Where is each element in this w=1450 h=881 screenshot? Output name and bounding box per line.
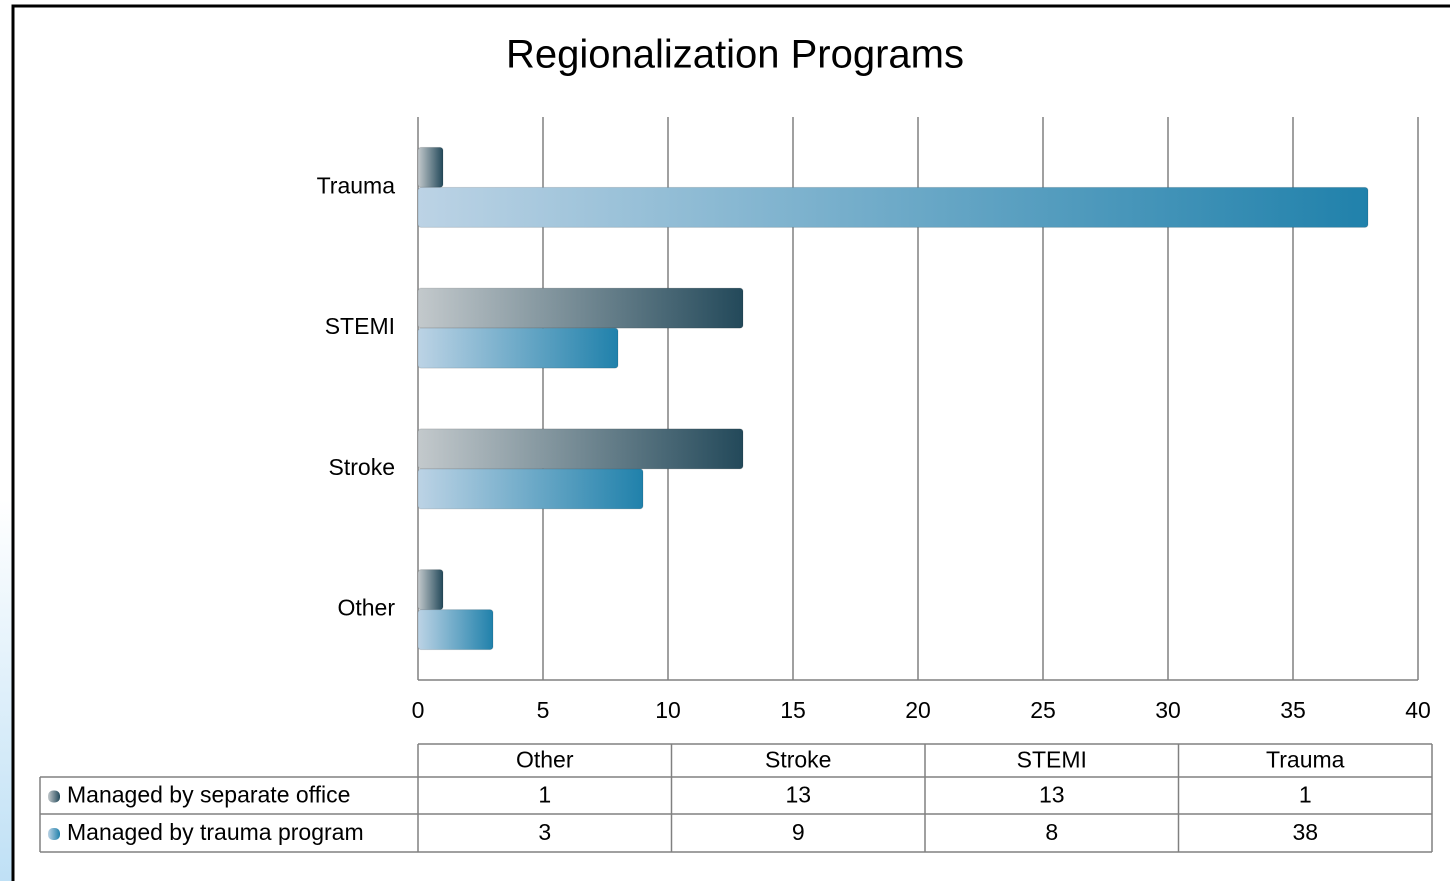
table-header: STEMI — [1017, 747, 1087, 773]
x-tick-label: 25 — [1030, 697, 1056, 723]
bar — [417, 428, 744, 470]
y-tick-label: Other — [337, 595, 395, 621]
legend-label: Managed by separate office — [67, 782, 350, 808]
bar — [417, 468, 644, 510]
x-tick-label: 0 — [412, 697, 425, 723]
table-cell: 3 — [538, 819, 551, 845]
x-tick-label: 5 — [537, 697, 550, 723]
table-cell: 13 — [1039, 782, 1065, 808]
x-tick-label: 15 — [780, 697, 806, 723]
bar — [417, 609, 494, 651]
table-header: Other — [516, 747, 574, 773]
bar — [417, 186, 1369, 228]
bar — [417, 287, 744, 329]
y-tick-label: Stroke — [329, 454, 395, 480]
legend-marker — [48, 828, 60, 840]
table-cell: 1 — [538, 782, 551, 808]
table-cell: 8 — [1045, 819, 1058, 845]
table-cell: 9 — [792, 819, 805, 845]
table-cell: 38 — [1292, 819, 1318, 845]
table-header: Stroke — [765, 747, 831, 773]
table-header: Trauma — [1266, 747, 1345, 773]
x-tick-label: 30 — [1155, 697, 1181, 723]
chart-frame — [11, 4, 1450, 881]
y-tick-label: STEMI — [325, 313, 395, 339]
y-tick-label: Trauma — [317, 172, 396, 198]
side-decoration — [0, 500, 12, 881]
table-cell: 1 — [1299, 782, 1312, 808]
bar — [417, 146, 444, 188]
chart-title: Regionalization Programs — [506, 33, 964, 77]
x-tick-label: 40 — [1405, 697, 1431, 723]
x-tick-label: 35 — [1280, 697, 1306, 723]
bar — [417, 569, 444, 611]
legend-marker — [48, 790, 60, 803]
x-tick-label: 10 — [655, 697, 681, 723]
x-tick-label: 20 — [905, 697, 931, 723]
legend-label: Managed by trauma program — [67, 819, 364, 845]
table-cell: 13 — [785, 782, 811, 808]
bar — [417, 327, 619, 369]
